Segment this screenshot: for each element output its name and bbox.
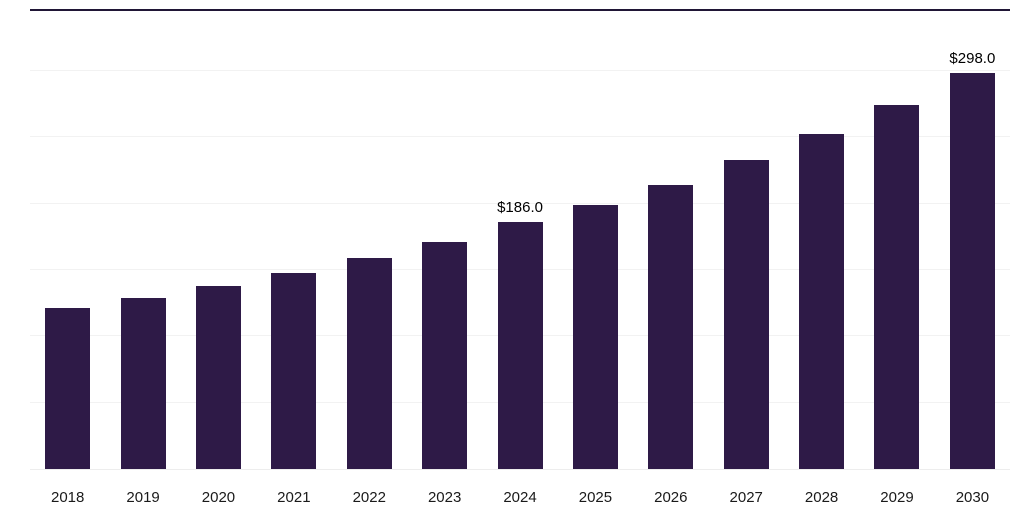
bar-2021 (271, 272, 317, 469)
bar-group-2026 (633, 11, 708, 469)
bar-2028 (799, 134, 845, 469)
x-tick-label-2030: 2030 (955, 489, 990, 506)
bar-group-2022 (332, 11, 407, 469)
bar-2019 (120, 297, 166, 469)
x-tick-label-2024: 2024 (503, 489, 537, 506)
x-tick-label-2026: 2026 (654, 489, 688, 506)
bar-2020 (195, 285, 241, 469)
bar-group-2027 (709, 11, 784, 469)
x-tick-label-2025: 2025 (578, 489, 613, 506)
x-tick-label-2027: 2027 (729, 489, 763, 506)
bar-group-2030: $298.0 (935, 11, 1010, 469)
bar-value-label-2024: $186.0 (497, 199, 543, 217)
bar-2025 (572, 204, 618, 469)
bar-group-2018 (30, 11, 105, 469)
bar-group-2019 (105, 11, 180, 469)
x-tick-label-2021: 2021 (277, 489, 311, 506)
bar-2029 (874, 105, 920, 469)
x-tick-label-2019: 2019 (126, 489, 160, 506)
gridline (30, 69, 1010, 71)
x-tick-label-2023: 2023 (427, 489, 462, 506)
bar-value-label-2030: $298.0 (949, 50, 996, 68)
bar-group-2029 (859, 11, 934, 469)
x-tick-label-2020: 2020 (201, 489, 236, 506)
bar-2018 (45, 308, 91, 469)
x-axis-labels: 2018 2019 2020 2021 2022 2023 2024 2025 2026 2027… (30, 489, 1010, 506)
bar-group-2024: $186.0 (482, 11, 557, 469)
bar-group-2021 (256, 11, 331, 469)
x-tick-label-2028: 2028 (804, 489, 839, 506)
bar-2023 (422, 242, 468, 469)
bar-group-2020 (181, 11, 256, 469)
bar-2027 (723, 159, 769, 469)
bar-2024 (497, 222, 543, 469)
bars-row: $186.0 $298.0 (30, 11, 1010, 469)
x-tick-label-2029: 2029 (880, 489, 914, 506)
bar-2022 (346, 257, 392, 469)
x-tick-label-2018: 2018 (51, 489, 85, 506)
bar-2030 (949, 73, 995, 469)
gridline (30, 202, 1010, 204)
x-tick-label-2022: 2022 (352, 489, 386, 506)
bar-group-2023 (407, 11, 482, 469)
bar-group-2025 (558, 11, 633, 469)
gridline (30, 136, 1010, 138)
plot-area: $186.0 $298.0 (30, 9, 1010, 470)
bar-2026 (648, 184, 694, 469)
bar-group-2028 (784, 11, 859, 469)
